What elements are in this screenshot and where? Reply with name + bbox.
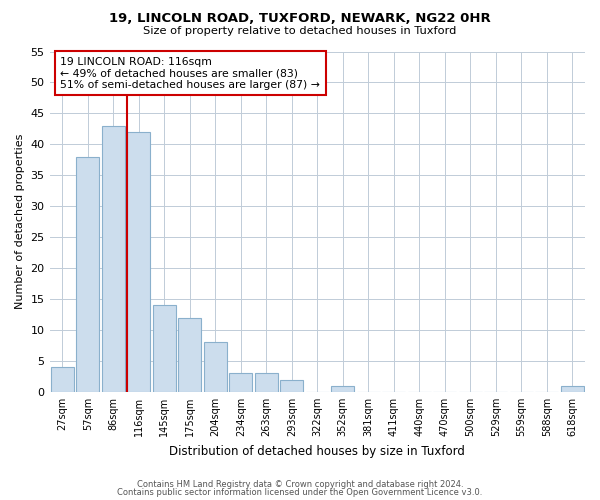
- Bar: [280, 380, 303, 392]
- Bar: [153, 306, 176, 392]
- Bar: [127, 132, 150, 392]
- Bar: [76, 156, 99, 392]
- Text: Size of property relative to detached houses in Tuxford: Size of property relative to detached ho…: [143, 26, 457, 36]
- Bar: [561, 386, 584, 392]
- Bar: [229, 374, 252, 392]
- Bar: [51, 367, 74, 392]
- Bar: [255, 374, 278, 392]
- Text: Contains public sector information licensed under the Open Government Licence v3: Contains public sector information licen…: [118, 488, 482, 497]
- Text: Contains HM Land Registry data © Crown copyright and database right 2024.: Contains HM Land Registry data © Crown c…: [137, 480, 463, 489]
- Bar: [178, 318, 201, 392]
- X-axis label: Distribution of detached houses by size in Tuxford: Distribution of detached houses by size …: [169, 444, 465, 458]
- Bar: [331, 386, 354, 392]
- Bar: [204, 342, 227, 392]
- Text: 19 LINCOLN ROAD: 116sqm
← 49% of detached houses are smaller (83)
51% of semi-de: 19 LINCOLN ROAD: 116sqm ← 49% of detache…: [60, 56, 320, 90]
- Bar: [102, 126, 125, 392]
- Text: 19, LINCOLN ROAD, TUXFORD, NEWARK, NG22 0HR: 19, LINCOLN ROAD, TUXFORD, NEWARK, NG22 …: [109, 12, 491, 26]
- Y-axis label: Number of detached properties: Number of detached properties: [15, 134, 25, 310]
